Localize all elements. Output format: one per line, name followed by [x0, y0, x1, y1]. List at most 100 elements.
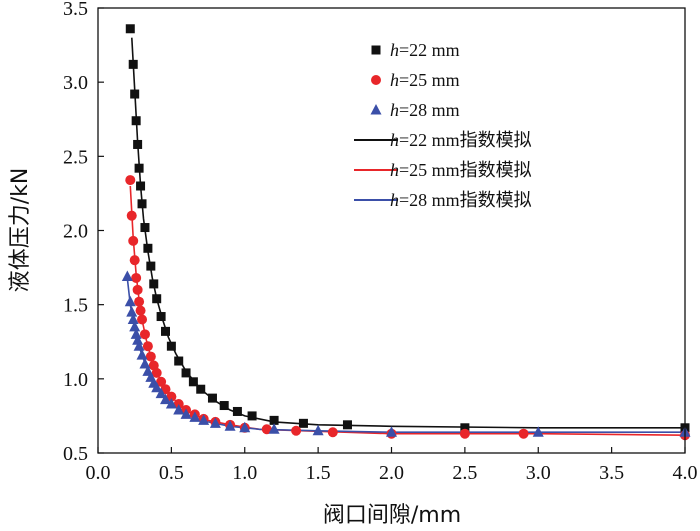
data-point [137, 314, 148, 325]
legend-label-text: =22 mm [399, 40, 460, 60]
data-point [180, 408, 192, 419]
data-point [143, 243, 153, 253]
x-tick-label: 2.5 [452, 462, 477, 484]
data-point [132, 334, 144, 345]
legend-label: h=25 mm [390, 70, 460, 90]
x-tick-label: 4.0 [673, 462, 698, 484]
data-point [136, 349, 148, 360]
data-point [156, 376, 167, 387]
data-point [151, 381, 163, 393]
axes: 0.0 0.5 1.0 1.5 2.0 2.5 3.0 3.5 4.00.51.01.52.02… [63, 0, 698, 484]
legend-label-variable: h [390, 190, 399, 210]
data-point [188, 377, 198, 387]
legend-label-variable: h [390, 160, 399, 180]
data-point [126, 306, 138, 317]
data-point [247, 411, 257, 421]
data-point [342, 420, 352, 430]
legend-label: h=28 mm [390, 100, 460, 120]
data-point [146, 261, 156, 271]
data-point [269, 415, 279, 425]
legend-label: h=28 mm指数模拟 [390, 190, 532, 210]
y-tick-label: 1.0 [63, 369, 88, 391]
fit-curve [126, 277, 685, 433]
legend-label-text: =22 mm指数模拟 [399, 130, 532, 150]
x-tick-label: 0.5 [159, 462, 184, 484]
legend-item-0: h=22 mm [371, 40, 460, 60]
data-point [139, 329, 150, 340]
data-point [137, 199, 147, 209]
legend-item-5: h=28 mm指数模拟 [354, 190, 532, 210]
legend-item-1: h=25 mm [371, 70, 460, 90]
data-point [160, 393, 172, 405]
legend-item-4: h=25 mm指数模拟 [354, 160, 532, 180]
series-3-fit-line [131, 37, 685, 429]
x-tick-label: 0.0 [86, 462, 111, 484]
data-point [198, 414, 210, 425]
data-point [209, 417, 221, 428]
data-point [131, 116, 141, 126]
y-tick-label: 2.0 [63, 221, 88, 243]
data-point [239, 421, 251, 433]
legend-label-variable: h [390, 130, 399, 150]
legend-item-3: h=22 mm指数模拟 [354, 130, 532, 150]
data-point [518, 428, 529, 439]
data-point [261, 424, 272, 435]
legend-label-text: =25 mm指数模拟 [399, 160, 532, 180]
data-point [135, 305, 146, 316]
legend-marker-swatch [371, 75, 381, 85]
data-point [459, 428, 470, 439]
series-5-fit-line [126, 277, 685, 433]
data-point [131, 272, 142, 283]
data-point [386, 426, 397, 437]
x-tick-label: 1.5 [306, 462, 331, 484]
data-point [532, 426, 544, 437]
data-point [166, 341, 176, 351]
data-point [152, 294, 162, 304]
data-point [133, 340, 145, 351]
data-point [298, 418, 308, 428]
data-point [128, 235, 139, 246]
legend-label-variable: h [390, 70, 399, 90]
data-point [134, 296, 145, 307]
data-point [161, 326, 171, 336]
data-point [151, 367, 162, 378]
data-point [124, 295, 136, 307]
x-axis-title: 阀口间隙/mm [323, 503, 461, 528]
data-point [156, 312, 166, 322]
fit-curve [131, 37, 685, 429]
data-point [291, 425, 302, 436]
legend-label-text: =25 mm [399, 70, 460, 90]
legend-label-text: =28 mm [399, 100, 460, 120]
legend-label-text: =28 mm指数模拟 [399, 190, 532, 210]
data-point [189, 411, 201, 422]
data-point [224, 420, 236, 431]
data-point [132, 284, 143, 295]
data-point [207, 393, 217, 403]
data-point [196, 384, 206, 394]
data-point [149, 279, 159, 289]
legend-label-variable: h [390, 40, 399, 60]
x-tick-label: 2.0 [379, 462, 404, 484]
legend-label: h=25 mm指数模拟 [390, 160, 532, 180]
y-tick-label: 0.5 [63, 443, 88, 465]
y-tick-label: 3.0 [63, 72, 88, 94]
data-point [142, 341, 153, 352]
data-point [125, 24, 135, 34]
data-point [127, 313, 139, 324]
legend-label: h=22 mm指数模拟 [390, 130, 532, 150]
x-tick-label: 3.0 [526, 462, 551, 484]
legend-label: h=22 mm [390, 40, 460, 60]
legend-item-2: h=28 mm [370, 100, 460, 120]
data-point [140, 223, 150, 233]
legend-marker-swatch [370, 104, 382, 115]
data-point [145, 351, 156, 362]
data-point [268, 423, 280, 434]
x-tick-label: 1.0 [232, 462, 257, 484]
data-point [174, 356, 184, 366]
legend-label-variable: h [390, 100, 399, 120]
data-point [129, 320, 141, 332]
data-point [129, 255, 140, 266]
data-point [327, 427, 338, 438]
